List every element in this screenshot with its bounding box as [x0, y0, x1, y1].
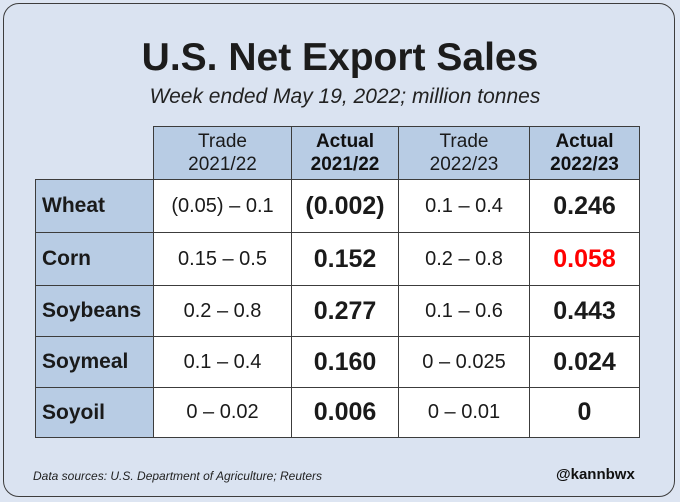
- header-label: 2022/23: [429, 154, 499, 175]
- actual-2122-cell: 0.277: [291, 285, 399, 337]
- trade-2122-cell: (0.05) – 0.1: [153, 179, 292, 233]
- actual-2223-cell: 0.024: [529, 336, 640, 388]
- actual-2223-cell: 0: [529, 387, 640, 438]
- actual-2223-cell: 0.443: [529, 285, 640, 337]
- actual-2223-cell-highlighted: 0.058: [529, 232, 640, 286]
- header-trade-2122: Trade 2021/22: [153, 126, 292, 180]
- trade-2223-cell: 0.2 – 0.8: [398, 232, 530, 286]
- data-source-note: Data sources: U.S. Department of Agricul…: [33, 469, 323, 483]
- trade-2223-cell: 0.1 – 0.4: [398, 179, 530, 233]
- header-label: 2021/22: [188, 154, 257, 175]
- row-label: Soymeal: [35, 336, 154, 388]
- page-subtitle: Week ended May 19, 2022; million tonnes: [149, 85, 541, 108]
- header-label: 2022/23: [550, 154, 619, 175]
- table-row: Soyoil 0 – 0.02 0.006 0 – 0.01 0: [35, 387, 640, 438]
- row-label: Soybeans: [35, 285, 154, 337]
- header-label: Actual: [315, 131, 375, 152]
- header-blank-cell: [36, 127, 154, 180]
- header-trade-2223: Trade 2022/23: [398, 126, 530, 180]
- row-label: Corn: [35, 232, 154, 286]
- row-label: Wheat: [35, 179, 154, 233]
- actual-2122-cell: 0.152: [291, 232, 399, 286]
- row-label: Soyoil: [35, 387, 154, 438]
- actual-2122-cell: (0.002): [291, 179, 399, 233]
- page-title: U.S. Net Export Sales: [141, 36, 539, 79]
- header-actual-2122: Actual 2021/22: [291, 126, 399, 180]
- export-sales-table: Trade 2021/22 Actual 2021/22 Trade 2022/…: [35, 126, 640, 438]
- actual-2122-cell: 0.006: [291, 387, 399, 438]
- author-handle: @kannbwx: [556, 466, 635, 483]
- actual-2223-cell: 0.246: [529, 179, 640, 233]
- header-label: 2021/22: [310, 154, 380, 175]
- trade-2122-cell: 0 – 0.02: [153, 387, 292, 438]
- trade-2122-cell: 0.15 – 0.5: [153, 232, 292, 286]
- trade-2223-cell: 0 – 0.01: [398, 387, 530, 438]
- table-row: Soymeal 0.1 – 0.4 0.160 0 – 0.025 0.024: [35, 336, 640, 388]
- header-label: Trade: [198, 131, 247, 152]
- table-row: Corn 0.15 – 0.5 0.152 0.2 – 0.8 0.058: [35, 232, 640, 286]
- header-row: Trade 2021/22 Actual 2021/22 Trade 2022/…: [36, 126, 640, 180]
- actual-2122-cell: 0.160: [291, 336, 399, 388]
- header-label: Trade: [439, 131, 489, 152]
- trade-2223-cell: 0.1 – 0.6: [398, 285, 530, 337]
- trade-2122-cell: 0.1 – 0.4: [153, 336, 292, 388]
- table-row: Soybeans 0.2 – 0.8 0.277 0.1 – 0.6 0.443: [35, 285, 640, 337]
- header-actual-2223: Actual 2022/23: [529, 126, 640, 180]
- trade-2223-cell: 0 – 0.025: [398, 336, 530, 388]
- header-label: Actual: [555, 131, 614, 152]
- trade-2122-cell: 0.2 – 0.8: [153, 285, 292, 337]
- table-row: Wheat (0.05) – 0.1 (0.002) 0.1 – 0.4 0.2…: [35, 179, 640, 233]
